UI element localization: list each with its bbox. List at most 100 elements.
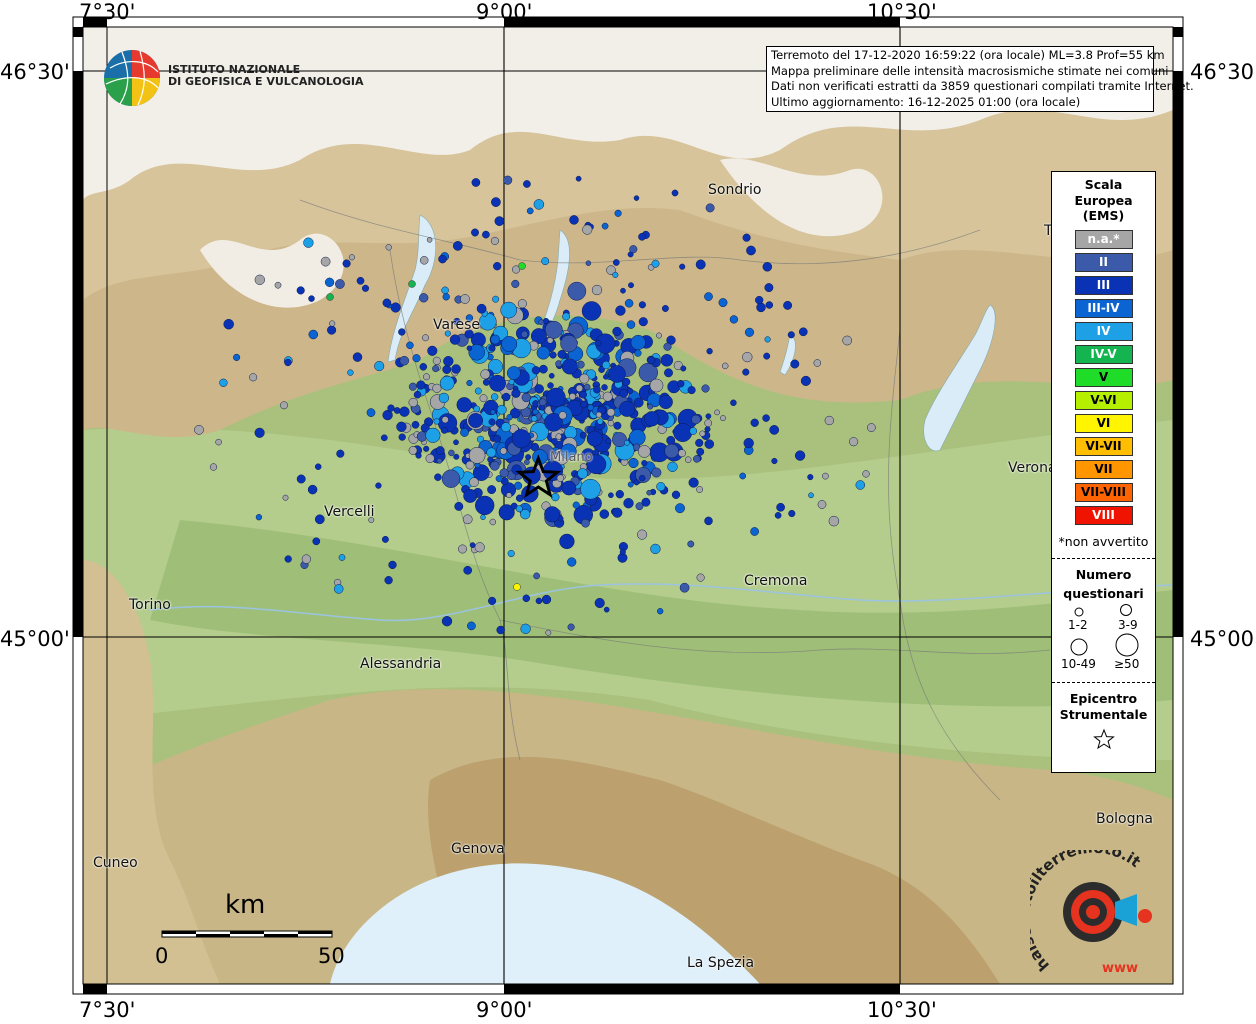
intensity-point (591, 284, 603, 296)
intensity-point (545, 629, 552, 636)
intensity-point (541, 594, 552, 605)
intensity-point (254, 427, 265, 438)
intensity-point (687, 386, 696, 395)
intensity-point (558, 411, 567, 420)
count-1-2: 1-2 (1068, 617, 1088, 632)
intensity-point (649, 378, 664, 393)
intensity-point (517, 299, 527, 309)
intensity-point (627, 387, 634, 395)
hsit-www: www (1102, 961, 1138, 976)
intensity-point (555, 433, 562, 440)
intensity-point (420, 423, 430, 433)
intensity-point (399, 406, 410, 417)
intensity-point (641, 497, 651, 507)
intensity-point (637, 445, 651, 458)
intensity-point (790, 359, 800, 369)
intensity-point (813, 359, 822, 367)
intensity-point (676, 379, 685, 388)
intensity-point (296, 474, 306, 484)
intensity-point (615, 490, 624, 499)
intensity-point (730, 399, 737, 407)
place-cremona: Cremona (744, 573, 808, 589)
intensity-point (522, 594, 531, 603)
intensity-point (501, 422, 511, 433)
intensity-point (714, 409, 720, 416)
intensity-point (644, 411, 660, 427)
ems-levels: n.a.* II III III-IV IV IV-V V V-VI VI VI-VII VII VI… (1052, 229, 1155, 525)
place-sondrio: Sondrio (708, 182, 762, 198)
event-info-box: Terremoto del 17-12-2020 16:59:22 (ora l… (766, 46, 1194, 112)
intensity-point (544, 413, 563, 432)
terrain-layer (83, 27, 1173, 984)
intensity-point (475, 495, 495, 516)
intensity-point (435, 446, 445, 456)
map-frame-ticks (73, 17, 1183, 994)
place-alessandria: Alessandria (360, 656, 442, 672)
count-key: 1-2 3-9 10-49 ≥50 (1052, 602, 1155, 671)
intensity-point (307, 484, 318, 495)
intensity-point (425, 427, 441, 443)
intensity-point (301, 554, 312, 564)
intensity-point (506, 492, 512, 499)
intensity-point (508, 378, 515, 386)
intensity-point (356, 276, 365, 285)
intensity-point (612, 432, 627, 448)
legend-divider-2 (1052, 681, 1155, 683)
intensity-point (480, 514, 486, 521)
intensity-point (453, 453, 460, 460)
intensity-point (575, 175, 582, 182)
intensity-point (638, 232, 646, 241)
intensity-point (489, 518, 497, 526)
ems-level-iii: III (1074, 275, 1133, 295)
intensity-point (393, 407, 401, 414)
intensity-point (704, 419, 713, 427)
place-torino: Torino (129, 597, 171, 613)
intensity-point (415, 452, 422, 459)
intensity-point (705, 203, 715, 213)
intensity-point (602, 391, 613, 402)
intensity-point (432, 383, 442, 393)
legend-title: Scala Europea (EMS) (1074, 177, 1133, 223)
intensity-point (608, 365, 626, 383)
ems-level-iii-iv: III-IV (1074, 298, 1133, 318)
intensity-point (476, 303, 487, 314)
intensity-point (463, 565, 473, 575)
epicenter-marker (515, 454, 562, 499)
ems-level-iv: IV (1074, 321, 1133, 341)
intensity-point (474, 542, 485, 553)
intensity-point (308, 295, 315, 302)
intensity-point (783, 300, 793, 310)
intensity-point (215, 438, 222, 446)
ems-level-vi-vii: VI-VII (1074, 436, 1133, 456)
intensity-point (680, 365, 687, 372)
intensity-point (368, 517, 375, 523)
intensity-point (696, 573, 705, 582)
intensity-point (482, 230, 490, 239)
epicenter-title: Epicentro Strumentale (1059, 690, 1148, 723)
intensity-point (419, 256, 429, 265)
ems-level-v: V (1074, 367, 1133, 387)
intensity-point (454, 501, 464, 511)
intensity-point (538, 319, 545, 326)
intensity-point (567, 281, 587, 301)
intensity-point (490, 334, 501, 345)
ems-level-ii: II (1074, 252, 1133, 272)
intensity-point (656, 332, 662, 339)
intensity-point (695, 438, 704, 447)
intensity-point (333, 584, 344, 594)
intensity-point (498, 504, 515, 521)
intensity-point (817, 500, 827, 509)
intensity-point (614, 209, 622, 217)
svg-text:haisentitoilterremoto.it: haisentitoilterremoto.it (1030, 850, 1144, 975)
intensity-point (374, 361, 385, 372)
intensity-point (398, 328, 406, 336)
intensity-point (623, 498, 634, 509)
intensity-point (441, 416, 449, 424)
not-felt-note: *non avvertito (1058, 533, 1149, 549)
intensity-point (598, 366, 605, 373)
intensity-point (314, 514, 325, 525)
intensity-point (488, 418, 496, 426)
intensity-point (495, 475, 503, 483)
lon-label-right-top: 10°30' (867, 0, 937, 24)
intensity-point (453, 439, 459, 446)
